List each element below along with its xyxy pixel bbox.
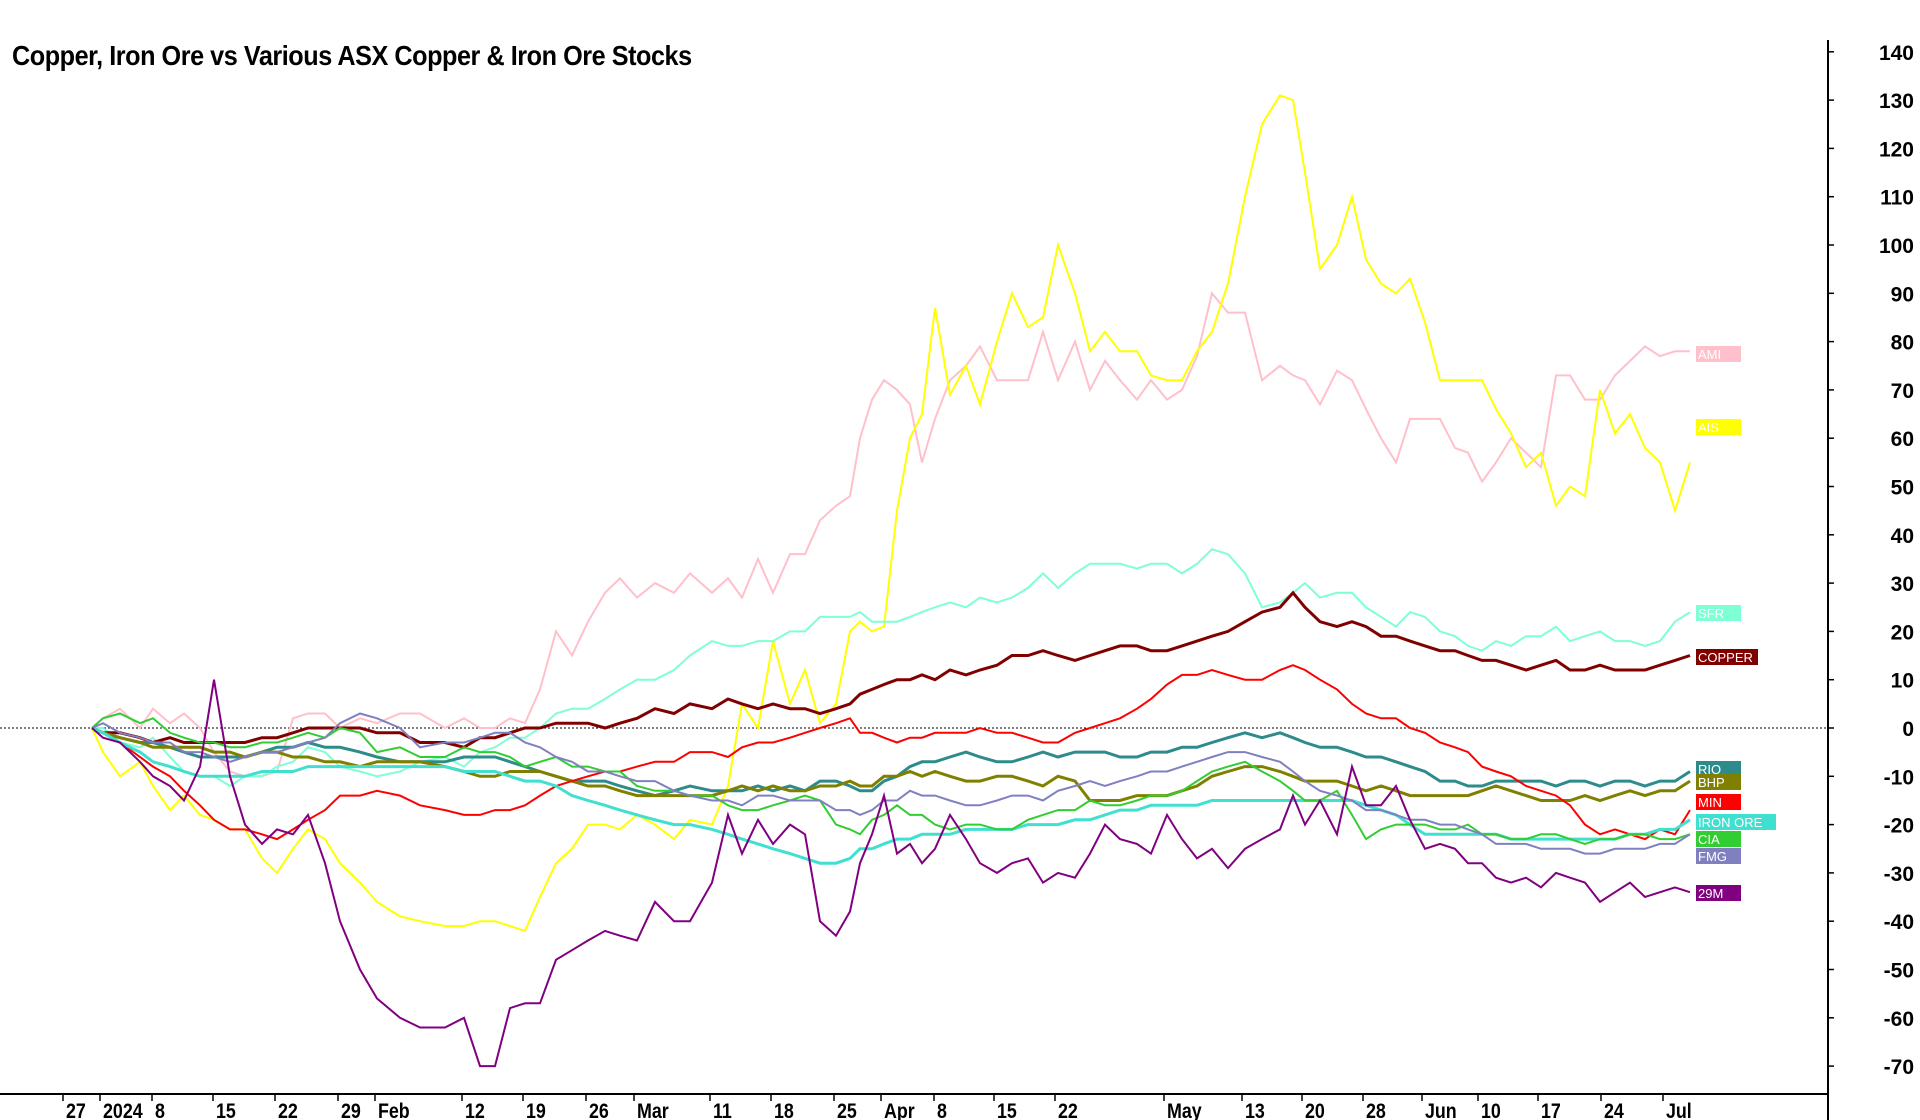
svg-text:IRON ORE: IRON ORE <box>1698 815 1763 830</box>
series-tag-iron-ore: IRON ORE <box>1696 814 1776 830</box>
x-tick-label: 26 <box>589 1100 609 1120</box>
series-line-copper <box>91 590 1691 749</box>
x-tick-label: Apr <box>884 1100 915 1120</box>
x-tick-label: Jul <box>1666 1100 1692 1120</box>
y-tick-label: 140 <box>1879 42 1914 65</box>
y-tick-label: -70 <box>1884 1056 1914 1079</box>
x-tick-label: 8 <box>937 1100 947 1120</box>
y-tick-label: 50 <box>1891 477 1914 500</box>
y-tick-label: 10 <box>1891 670 1914 693</box>
y-tick-label: -60 <box>1884 1008 1914 1031</box>
y-tick-label: 30 <box>1891 573 1914 596</box>
series-tag-copper: COPPER <box>1696 649 1758 665</box>
series-tag-min: MIN <box>1696 794 1741 810</box>
y-tick-label: 20 <box>1891 621 1914 644</box>
x-tick-label: 20 <box>1305 1100 1325 1120</box>
series-tag-sfr: SFR <box>1696 605 1741 621</box>
y-tick-label: -30 <box>1884 863 1914 886</box>
y-tick-label: 0 <box>1902 718 1914 741</box>
series-tag-ami: AMI <box>1696 346 1741 362</box>
series-line-rio <box>91 726 1691 798</box>
y-tick-label: -50 <box>1884 960 1914 983</box>
x-tick-label: Feb <box>378 1100 410 1120</box>
x-tick-label: 12 <box>465 1100 485 1120</box>
x-tick-label: 19 <box>526 1100 546 1120</box>
y-tick-label: 130 <box>1879 90 1914 113</box>
series-line-min <box>91 664 1691 841</box>
series-line-cia <box>91 712 1691 845</box>
x-tick-label: 2024 <box>103 1100 143 1120</box>
series-line-29m <box>91 679 1691 1068</box>
svg-text:SFR: SFR <box>1698 606 1724 621</box>
series-line-iron-ore <box>91 726 1691 865</box>
x-tick-label: 18 <box>774 1100 794 1120</box>
y-tick-label: -20 <box>1884 815 1914 838</box>
svg-text:BHP: BHP <box>1698 775 1725 790</box>
y-tick-label: 110 <box>1880 187 1914 210</box>
y-tick-label: 120 <box>1879 138 1914 161</box>
series-tag-29m: 29M <box>1696 885 1741 901</box>
x-tick-label: 28 <box>1366 1100 1386 1120</box>
x-tick-label: Jun <box>1425 1100 1457 1120</box>
svg-text:CIA: CIA <box>1698 832 1720 847</box>
x-tick-label: 25 <box>837 1100 857 1120</box>
x-tick-label: 27 <box>66 1100 86 1120</box>
y-tick-label: 40 <box>1891 525 1914 548</box>
y-tick-label: 90 <box>1891 283 1914 306</box>
x-tick-label: 22 <box>1058 1100 1078 1120</box>
x-tick-label: 29 <box>341 1100 361 1120</box>
series-tag-rio: RIO <box>1696 761 1741 777</box>
x-tick-label: 8 <box>155 1100 165 1120</box>
series-lines <box>91 94 1691 1068</box>
y-tick-label: 70 <box>1891 380 1914 403</box>
series-line-ais <box>91 94 1691 933</box>
x-tick-label: May <box>1167 1100 1202 1120</box>
y-tick-label: 60 <box>1891 428 1914 451</box>
series-line-ami <box>91 291 1690 778</box>
series-line-sfr <box>92 548 1691 788</box>
x-tick-label: 22 <box>278 1100 298 1120</box>
series-tag-bhp: BHP <box>1696 774 1741 790</box>
svg-text:COPPER: COPPER <box>1698 650 1753 665</box>
series-line-bhp <box>91 726 1691 803</box>
x-tick-label: 13 <box>1245 1100 1265 1120</box>
x-axis: 27 2024 8 15 22 29 Feb 12 19 26 Mar 11 18 25 Apr 8 15 22 M… <box>0 1093 1828 1120</box>
series-tag-ais: AIS <box>1696 419 1741 435</box>
y-tick-label: 80 <box>1891 332 1914 355</box>
svg-text:MIN: MIN <box>1698 795 1722 810</box>
svg-text:29M: 29M <box>1698 886 1723 901</box>
svg-text:RIO: RIO <box>1698 762 1721 777</box>
svg-text:AMI: AMI <box>1698 347 1721 362</box>
svg-text:AIS: AIS <box>1698 420 1719 435</box>
y-axis: 1401301201101009080706050403020100-10-20… <box>1827 40 1914 1120</box>
series-line-fmg <box>91 712 1691 855</box>
x-tick-label: 15 <box>216 1100 236 1120</box>
series-tag-cia: CIA <box>1696 831 1741 847</box>
chart-title: Copper, Iron Ore vs Various ASX Copper &… <box>12 40 692 71</box>
svg-text:FMG: FMG <box>1698 849 1727 864</box>
x-tick-label: 24 <box>1604 1100 1624 1120</box>
y-tick-label: -40 <box>1884 911 1914 934</box>
y-tick-label: 100 <box>1879 235 1914 258</box>
series-tag-fmg: FMG <box>1696 848 1741 864</box>
x-tick-label: 17 <box>1541 1100 1561 1120</box>
x-tick-label: 10 <box>1481 1100 1501 1120</box>
y-tick-label: -10 <box>1884 766 1914 789</box>
x-tick-label: 11 <box>713 1100 732 1120</box>
x-tick-label: 15 <box>997 1100 1017 1120</box>
x-tick-label: Mar <box>637 1100 669 1120</box>
